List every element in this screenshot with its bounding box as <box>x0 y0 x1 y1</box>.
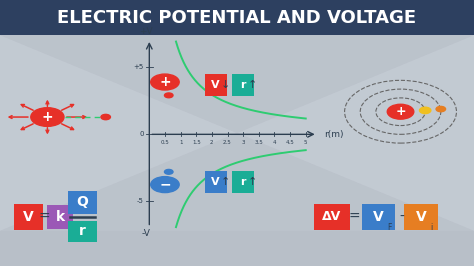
FancyBboxPatch shape <box>68 221 97 242</box>
FancyBboxPatch shape <box>205 74 227 96</box>
Text: ↑: ↑ <box>221 177 230 187</box>
FancyBboxPatch shape <box>14 204 43 230</box>
Text: r(m): r(m) <box>324 130 343 139</box>
Circle shape <box>164 93 173 98</box>
Text: =: = <box>348 210 360 224</box>
Text: 5: 5 <box>304 140 308 145</box>
FancyBboxPatch shape <box>314 204 350 230</box>
Text: -V: -V <box>141 229 150 238</box>
Text: +: + <box>395 105 406 118</box>
Text: F: F <box>387 223 392 232</box>
Polygon shape <box>237 35 474 231</box>
Text: ↑: ↑ <box>248 80 257 90</box>
Text: 0: 0 <box>139 131 144 137</box>
Text: 1.5: 1.5 <box>192 140 201 145</box>
FancyBboxPatch shape <box>232 171 254 193</box>
Text: ↓: ↓ <box>221 80 230 90</box>
Text: V: V <box>416 210 426 224</box>
Text: 0.5: 0.5 <box>161 140 169 145</box>
Text: ΔV: ΔV <box>322 210 341 223</box>
FancyBboxPatch shape <box>362 204 395 230</box>
FancyBboxPatch shape <box>404 204 438 230</box>
Text: +5: +5 <box>133 64 144 70</box>
Text: -: - <box>400 210 404 224</box>
Polygon shape <box>0 35 237 231</box>
Circle shape <box>419 107 431 114</box>
Circle shape <box>387 104 414 119</box>
Text: V: V <box>373 210 383 224</box>
FancyBboxPatch shape <box>47 205 73 229</box>
Text: +: + <box>42 110 53 124</box>
Text: r: r <box>79 225 86 238</box>
FancyBboxPatch shape <box>68 191 97 214</box>
Text: V: V <box>211 80 220 90</box>
Circle shape <box>31 108 64 126</box>
Text: 2: 2 <box>210 140 214 145</box>
Text: ELECTRIC POTENTIAL AND VOLTAGE: ELECTRIC POTENTIAL AND VOLTAGE <box>57 9 417 27</box>
Text: Q: Q <box>76 195 89 209</box>
Circle shape <box>151 177 179 193</box>
Text: 4.5: 4.5 <box>286 140 294 145</box>
FancyBboxPatch shape <box>232 74 254 96</box>
FancyBboxPatch shape <box>205 171 227 193</box>
Text: r: r <box>240 177 246 187</box>
Text: V: V <box>23 210 34 224</box>
Text: 1: 1 <box>179 140 182 145</box>
Text: V: V <box>211 177 220 187</box>
Circle shape <box>101 114 110 120</box>
Text: r: r <box>240 80 246 90</box>
Text: 3: 3 <box>241 140 245 145</box>
Text: +V: +V <box>139 27 152 36</box>
Text: 2.5: 2.5 <box>223 140 232 145</box>
Text: +: + <box>159 75 171 89</box>
Polygon shape <box>0 35 474 133</box>
Polygon shape <box>0 133 474 231</box>
Text: =: = <box>39 210 50 224</box>
Text: i: i <box>431 223 433 232</box>
Text: k: k <box>55 210 65 224</box>
Text: -5: -5 <box>137 198 144 204</box>
Text: ↑: ↑ <box>248 177 257 187</box>
Circle shape <box>151 74 179 90</box>
Text: 3.5: 3.5 <box>255 140 263 145</box>
Circle shape <box>436 106 446 112</box>
Text: 4: 4 <box>273 140 276 145</box>
FancyBboxPatch shape <box>0 0 474 35</box>
Text: −: − <box>159 178 171 192</box>
Circle shape <box>164 169 173 174</box>
